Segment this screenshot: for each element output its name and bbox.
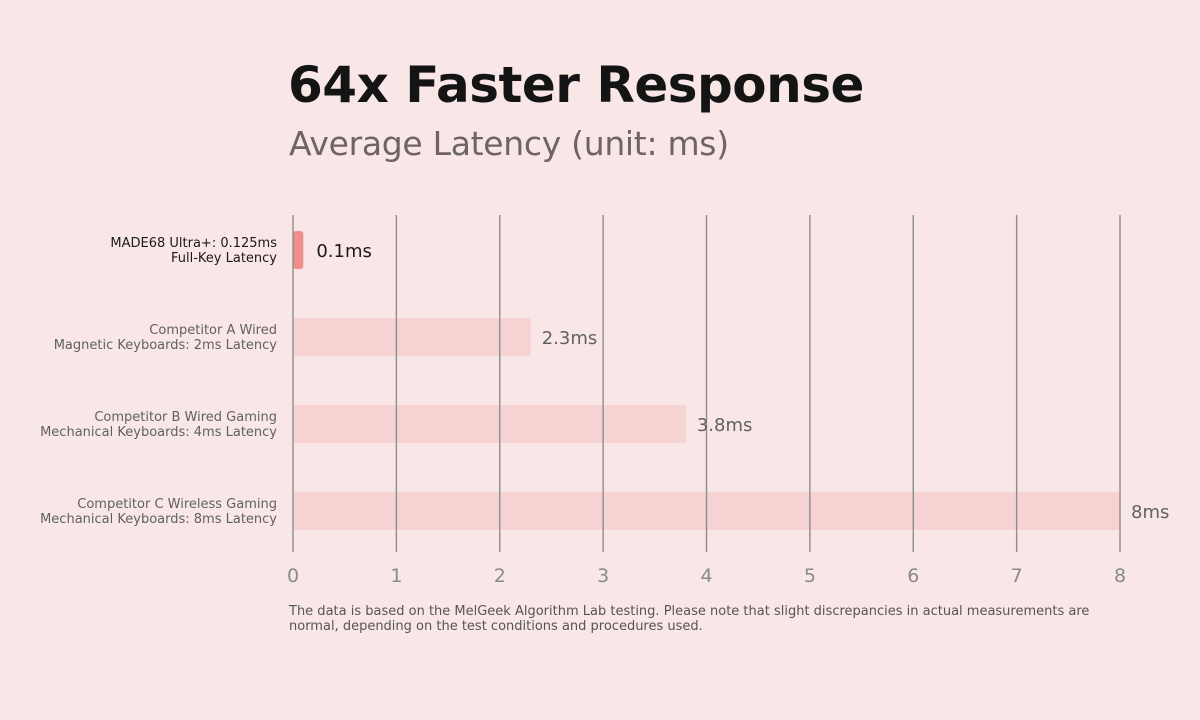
data-label-1: 2.3ms [542,328,598,349]
chart-title: 64x Faster Response [288,56,864,114]
x-tick-label: 3 [597,565,609,587]
x-tick-label: 6 [907,565,919,587]
x-tick-label: 8 [1114,565,1126,587]
chart-subtitle: Average Latency (unit: ms) [289,124,729,163]
bar-2 [293,405,686,443]
data-label-0: 0.1ms [316,241,372,262]
category-label-1: Competitor A Wired [149,323,277,338]
x-tick-label: 7 [1011,565,1023,587]
data-label-3: 8ms [1131,502,1169,523]
bar-1 [293,318,531,356]
x-tick-label: 4 [700,565,712,587]
data-label-2: 3.8ms [697,415,753,436]
x-tick-label: 1 [390,565,402,587]
x-tick-label: 5 [804,565,816,587]
category-label-0: Full-Key Latency [171,251,277,266]
category-label-0: MADE68 Ultra+: 0.125ms [110,236,277,251]
category-label-3: Competitor C Wireless Gaming [77,497,277,512]
category-label-2: Mechanical Keyboards: 4ms Latency [40,425,277,440]
x-tick-label: 2 [494,565,506,587]
category-label-1: Magnetic Keyboards: 2ms Latency [54,338,278,353]
category-label-3: Mechanical Keyboards: 8ms Latency [40,512,277,527]
bar-0 [293,231,304,269]
category-label-2: Competitor B Wired Gaming [94,410,277,425]
footnote: The data is based on the MelGeek Algorit… [289,604,1090,634]
x-tick-label: 0 [287,565,299,587]
